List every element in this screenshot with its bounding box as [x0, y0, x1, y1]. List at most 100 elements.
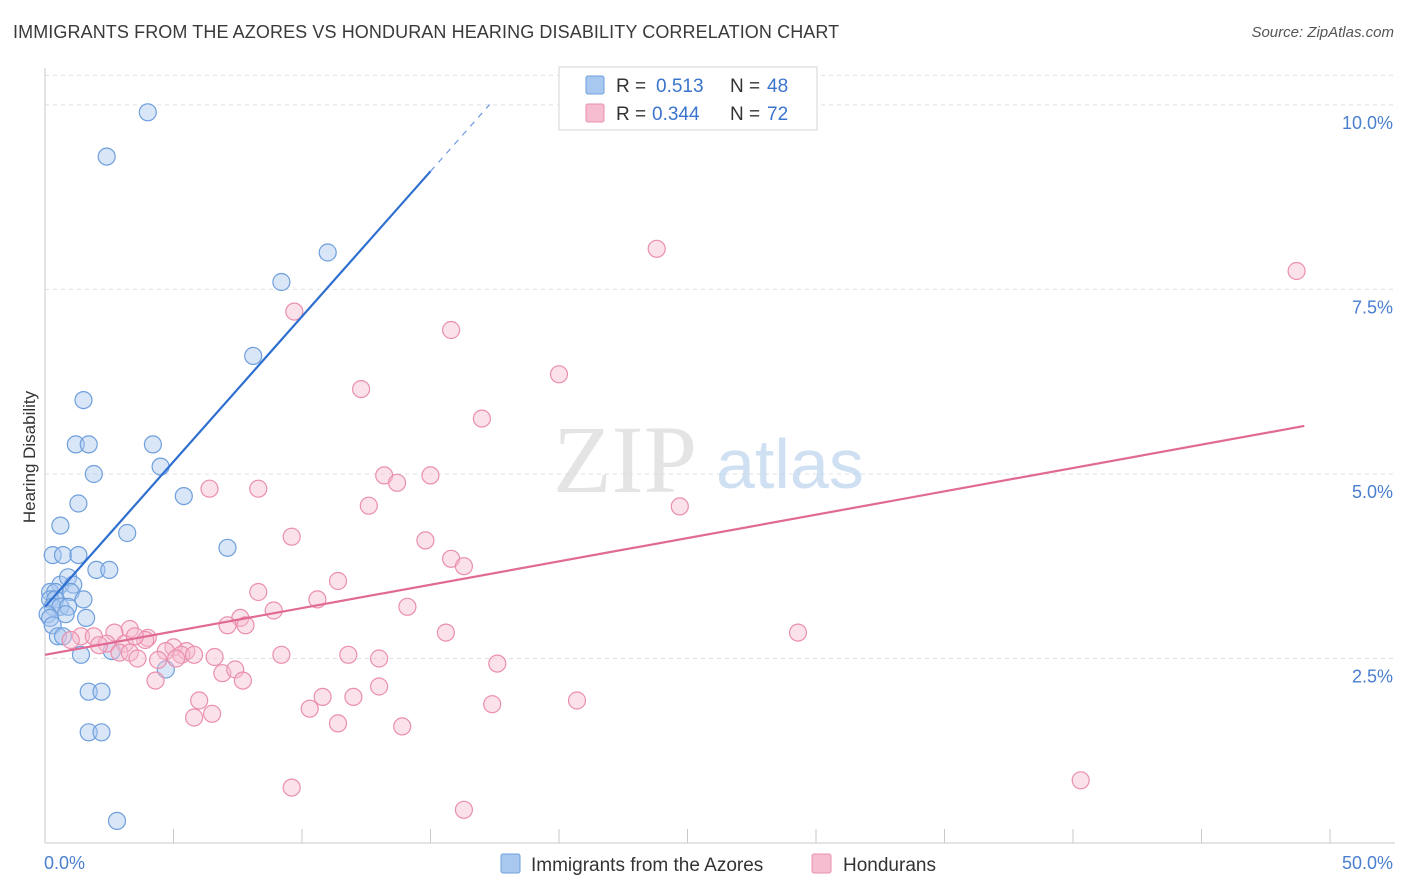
hondurans-point-63: [185, 708, 204, 727]
azores-point-5: [74, 391, 93, 410]
bottom-legend-label-hondurans: Hondurans: [843, 855, 936, 876]
azores-point-46: [92, 723, 111, 742]
series-hondurans: [61, 239, 1306, 819]
hondurans-point-29: [436, 623, 455, 642]
hondurans-point-9: [388, 473, 407, 492]
x-tick-label-min: 0.0%: [44, 853, 85, 873]
legend-swatch-azores: [585, 75, 605, 95]
azores-point-3: [272, 272, 291, 292]
azores-point-12: [69, 494, 88, 513]
azores-point-41: [71, 645, 91, 664]
azores-point-19: [87, 560, 106, 580]
azores-point-11: [174, 487, 193, 506]
hondurans-point-28: [788, 623, 808, 642]
hondurans-point-21: [398, 597, 417, 616]
chart-title: IMMIGRANTS FROM THE AZORES VS HONDURAN H…: [13, 22, 840, 42]
hondurans-point-44: [272, 645, 291, 664]
hondurans-point-8: [421, 466, 440, 485]
hondurans-point-65: [393, 717, 412, 736]
hondurans-point-15: [416, 531, 435, 550]
legend-n-value-hondurans: 72: [767, 104, 788, 125]
legend-r-value-azores: 0.513: [656, 76, 704, 97]
azores-point-4: [244, 346, 263, 365]
azores-point-36: [76, 608, 96, 628]
legend-r-label-hondurans: R =: [616, 104, 646, 125]
azores-point-32: [58, 597, 78, 616]
azores-point-0: [138, 103, 157, 122]
correlation-legend: R = 0.513 N = 48 R = 0.344 N = 72: [558, 66, 818, 131]
hondurans-point-71: [205, 647, 224, 667]
y-axis-label: Hearing Disability: [20, 390, 39, 523]
hondurans-point-25: [236, 616, 255, 635]
azores-point-15: [218, 538, 237, 557]
hondurans-point-18: [328, 571, 348, 591]
y-tick-label-3: 10.0%: [1342, 113, 1393, 133]
hondurans-point-3: [442, 320, 461, 340]
hondurans-point-45: [339, 645, 358, 664]
azores-point-8: [143, 435, 162, 454]
hondurans-point-10: [200, 479, 219, 498]
azores-point-6: [66, 435, 85, 454]
hondurans-point-2: [285, 302, 304, 321]
bottom-legend-swatch-hondurans: [811, 853, 832, 874]
hondurans-point-54: [233, 671, 252, 690]
azores-point-34: [56, 605, 75, 624]
azores-point-20: [100, 560, 119, 580]
x-tick-label-max: 50.0%: [1342, 853, 1393, 873]
hondurans-point-24: [218, 616, 237, 635]
azores-point-7: [79, 435, 98, 454]
source-label: Source: ZipAtlas.com: [1251, 24, 1394, 41]
hondurans-point-47: [167, 649, 186, 668]
hondurans-point-68: [1071, 771, 1090, 790]
hondurans-point-19: [249, 582, 268, 602]
hondurans-point-30: [71, 627, 91, 646]
legend-r-value-hondurans: 0.344: [652, 104, 700, 125]
azores-point-17: [53, 545, 73, 565]
legend-n-label-azores: N =: [730, 76, 760, 97]
hondurans-point-64: [328, 714, 348, 733]
bottom-legend-swatch-azores: [500, 853, 521, 874]
hondurans-point-50: [488, 654, 507, 673]
hondurans-point-22: [264, 601, 283, 620]
azores-point-29: [74, 590, 93, 609]
hondurans-point-61: [300, 699, 319, 718]
legend-n-label-hondurans: N =: [730, 104, 760, 125]
hondurans-point-67: [454, 800, 473, 819]
trend-line-azores: [44, 170, 432, 608]
axes: [44, 68, 1395, 844]
hondurans-point-40: [110, 643, 129, 662]
bottom-legend-label-azores: Immigrants from the Azores: [531, 855, 763, 876]
hondurans-point-58: [567, 691, 587, 710]
azores-point-2: [318, 243, 337, 262]
azores-point-45: [79, 723, 98, 742]
azores-point-10: [84, 464, 103, 484]
hondurans-point-62: [203, 704, 222, 723]
hondurans-point-5: [352, 380, 371, 399]
legend-r-label-azores: R =: [616, 76, 646, 97]
hondurans-point-0: [647, 239, 666, 258]
hondurans-point-43: [185, 645, 204, 664]
azores-point-14: [118, 523, 137, 543]
hondurans-point-13: [670, 497, 689, 516]
hondurans-point-59: [190, 691, 209, 710]
trend-line-hondurans: [44, 424, 1305, 656]
trend-line-azores-extension: [430, 104, 491, 172]
watermark-atlas: atlas: [716, 425, 864, 503]
hondurans-point-12: [359, 496, 378, 515]
azores-point-13: [51, 516, 70, 535]
azores-point-43: [79, 682, 98, 701]
hondurans-point-6: [472, 409, 491, 428]
trend-lines: [44, 104, 1305, 656]
hondurans-point-49: [149, 650, 168, 670]
hondurans-point-17: [454, 557, 473, 576]
hondurans-point-66: [282, 778, 301, 797]
azores-point-35: [40, 608, 60, 628]
hondurans-point-48: [370, 649, 389, 668]
axis-ticks: 0.0% 50.0% 2.5% 5.0% 7.5% 10.0%: [44, 113, 1393, 873]
y-tick-label-1: 5.0%: [1352, 482, 1393, 502]
legend-swatch-hondurans: [585, 103, 605, 123]
y-tick-label-0: 2.5%: [1352, 666, 1393, 686]
azores-point-1: [97, 147, 116, 166]
hondurans-point-11: [249, 479, 268, 498]
